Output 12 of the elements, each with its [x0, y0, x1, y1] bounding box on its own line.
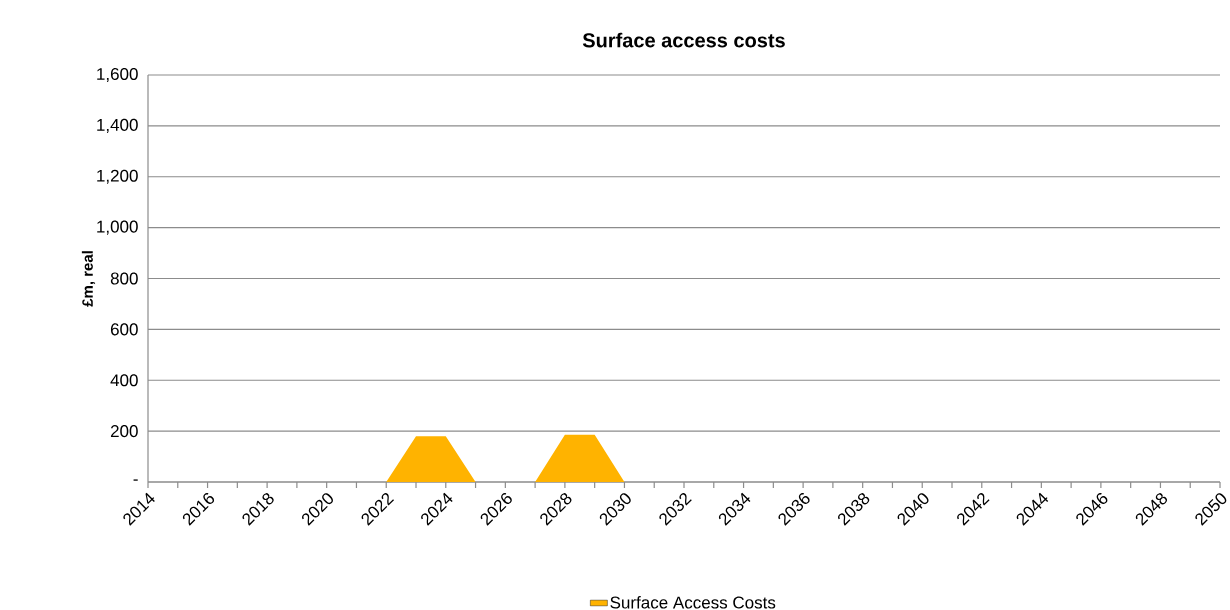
y-tick-label: 1,200 [97, 169, 138, 184]
legend-label: Surface Access Costs [610, 596, 776, 609]
y-tick-label: 600 [110, 323, 138, 336]
chart-title: Surface access costs [582, 32, 785, 48]
y-tick-label: 200 [110, 425, 138, 438]
y-tick-label: 1,000 [97, 220, 138, 235]
y-tick-label: 800 [110, 272, 138, 285]
y-axis-title: £m, real [81, 251, 96, 307]
y-tick-label: - [133, 479, 138, 481]
y-tick-label: 400 [110, 374, 138, 387]
y-tick-label: 1,400 [97, 118, 138, 133]
y-tick-label: 1,600 [97, 67, 138, 83]
